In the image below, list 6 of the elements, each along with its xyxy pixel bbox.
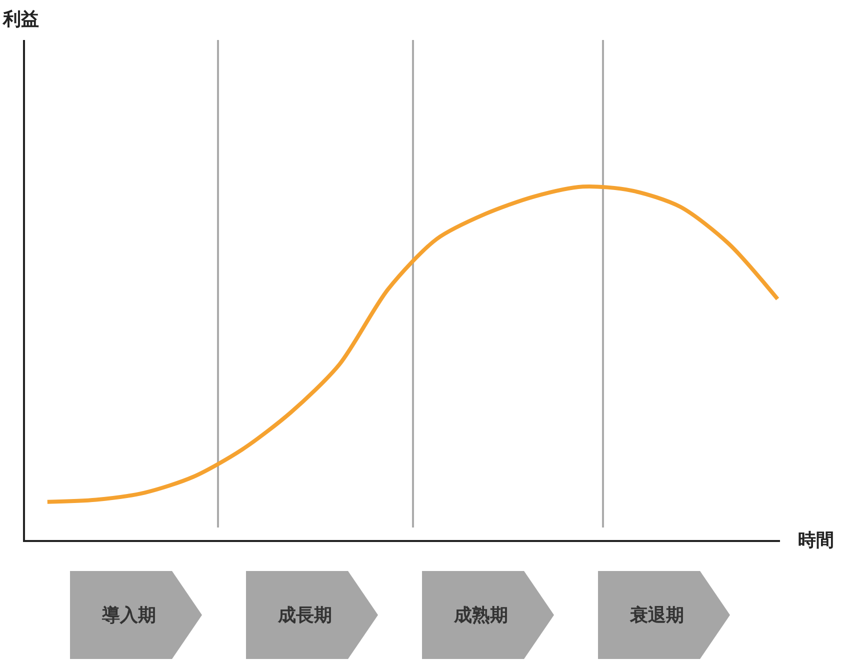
- text: 利益: [2, 9, 39, 30]
- text: 成熟期: [453, 605, 508, 626]
- x-axis-title: 時間: [798, 530, 834, 551]
- text: 衰退期: [629, 605, 684, 626]
- text: 導入期: [101, 605, 156, 626]
- text: 成長期: [277, 605, 332, 626]
